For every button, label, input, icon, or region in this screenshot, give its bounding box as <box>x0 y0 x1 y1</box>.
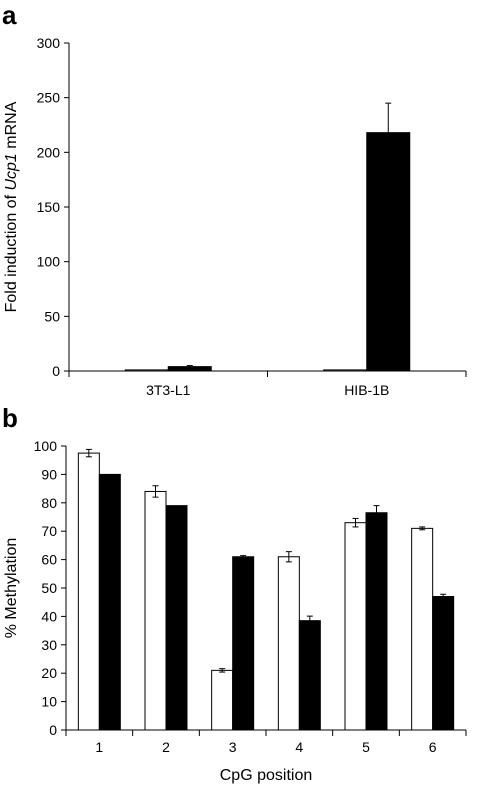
x-tick-label: 5 <box>362 739 370 755</box>
x-tick-label: 6 <box>429 739 437 755</box>
x-axis-label: CpG position <box>220 767 313 784</box>
y-tick-label: 70 <box>41 523 57 539</box>
y-tick-label: 20 <box>41 665 57 681</box>
y-tick-label: 60 <box>41 552 57 568</box>
bar <box>98 473 121 731</box>
y-tick-label: 40 <box>41 608 57 624</box>
panel-b: b 0 10 20 30 40 50 60 70 80 90 100 1 2 3 4 5 6 % Methylat… <box>2 403 467 784</box>
y-tick-label: 0 <box>49 722 57 738</box>
y-tick-label: 80 <box>41 495 57 511</box>
bar <box>232 556 255 731</box>
bar <box>211 669 234 731</box>
y-tick-label: 200 <box>37 144 61 160</box>
y-tick-label: 30 <box>41 637 57 653</box>
x-tick-label: HIB-1B <box>344 382 389 398</box>
x-tick-label: 3T3-L1 <box>146 382 191 398</box>
y-tick-label: 100 <box>37 254 61 270</box>
panel-a-letter: a <box>2 0 17 30</box>
bar <box>167 366 212 372</box>
y-tick-label: 0 <box>52 363 60 379</box>
y-tick-label: 50 <box>41 580 57 596</box>
bar <box>432 596 455 731</box>
panel-b-letter: b <box>2 403 18 433</box>
bar <box>365 512 388 731</box>
y-tick-label: 300 <box>37 35 61 51</box>
y-axis-label-part: Ucp1 <box>3 153 20 190</box>
bar <box>124 369 169 372</box>
y-axis-label-part: mRNA <box>3 101 20 153</box>
y-tick-label: 50 <box>44 308 60 324</box>
y-axis-label-part: Fold induction of <box>3 191 20 313</box>
y-tick-label: 90 <box>41 466 57 482</box>
x-tick-label: 1 <box>95 739 103 755</box>
bar <box>277 556 300 731</box>
bar <box>344 522 367 731</box>
bar <box>323 369 368 372</box>
x-tick-label: 2 <box>162 739 170 755</box>
y-tick-label: 10 <box>41 694 57 710</box>
y-axis-label: % Methylation <box>3 538 20 639</box>
bar <box>144 490 167 731</box>
bar <box>366 132 411 372</box>
bar <box>411 527 434 731</box>
y-axis-label: Fold induction of Ucp1 mRNA <box>3 101 20 312</box>
bar <box>165 505 188 731</box>
bar <box>298 620 321 731</box>
y-tick-label: 150 <box>37 199 61 215</box>
x-tick-label: 4 <box>295 739 303 755</box>
panel-a: a 0 50 100 150 200 250 300 3T3-L1 HIB-1B Fold ind… <box>2 0 467 398</box>
bar <box>77 452 100 731</box>
y-tick-label: 100 <box>34 438 58 454</box>
y-tick-label: 250 <box>37 90 61 106</box>
x-tick-label: 3 <box>229 739 237 755</box>
